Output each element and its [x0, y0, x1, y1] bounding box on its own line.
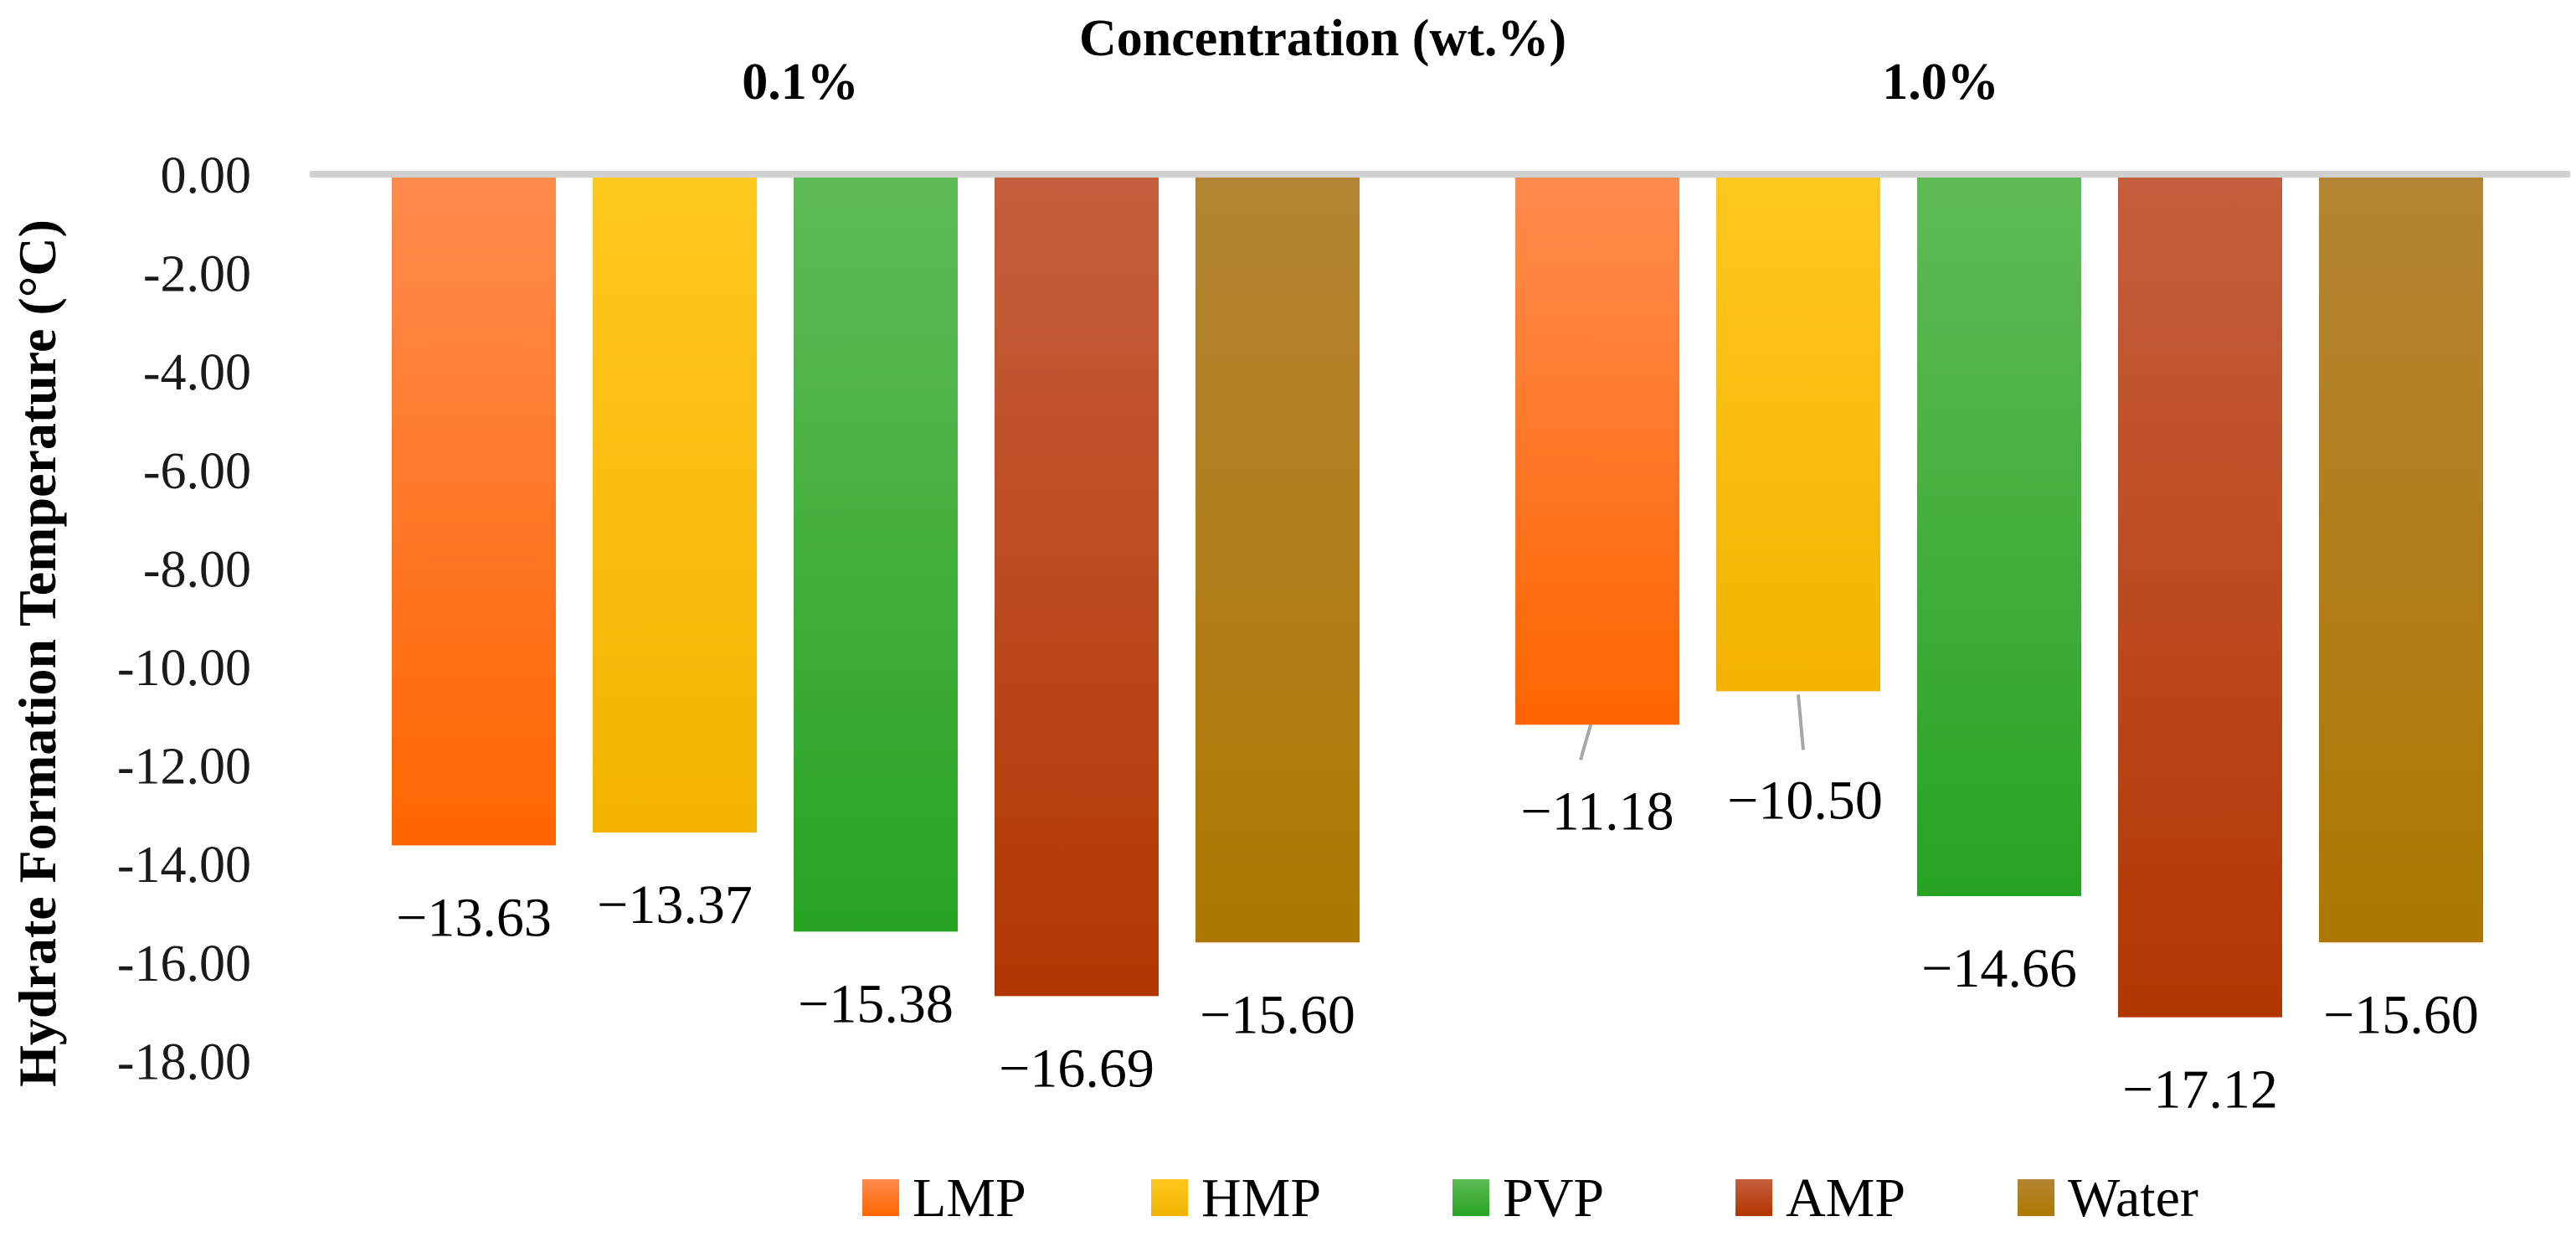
legend-swatch-hmp [1151, 1179, 1188, 1216]
bar-water-0-1pct [1195, 178, 1360, 943]
data-label: −17.12 [2122, 1059, 2278, 1121]
y-tick-label: -18.00 [117, 1033, 251, 1090]
data-label: −15.38 [798, 973, 954, 1034]
y-tick-label: -8.00 [143, 541, 251, 598]
legend-swatch-amp [1735, 1179, 1772, 1216]
data-label: −13.63 [396, 887, 552, 948]
legend-label-lmp: LMP [913, 1167, 1026, 1229]
data-label: −15.60 [2323, 984, 2479, 1045]
bar-lmp-0-1pct [392, 178, 556, 846]
y-tick-label: -12.00 [117, 739, 251, 796]
legend-swatch-lmp [862, 1179, 899, 1216]
data-label: −16.69 [999, 1038, 1154, 1099]
label-leader-line [1797, 694, 1805, 750]
legend-label-amp: AMP [1786, 1167, 1905, 1229]
legend-swatch-pvp [1453, 1179, 1489, 1216]
bar-water-1-0pct [2319, 178, 2483, 943]
bar-amp-0-1pct [995, 178, 1159, 997]
y-tick-label: -4.00 [143, 344, 251, 401]
data-label: −13.37 [597, 874, 753, 935]
label-leader-line [1579, 724, 1592, 760]
y-axis-label: Hydrate Formation Temperature (°C) [8, 219, 67, 1087]
bar-hmp-0-1pct [593, 178, 757, 833]
bar-pvp-0-1pct [794, 178, 958, 932]
y-tick-label: 0.00 [161, 147, 252, 204]
data-label: −14.66 [1921, 938, 2077, 999]
data-label: −15.60 [1200, 984, 1355, 1045]
category-label: 0.1% [742, 54, 859, 111]
bar-amp-1-0pct [2118, 178, 2282, 1018]
bar-pvp-1-0pct [1917, 178, 2081, 897]
y-tick-label: -2.00 [143, 246, 251, 303]
y-tick-label: -6.00 [143, 443, 251, 500]
category-label: 1.0% [1882, 54, 1999, 111]
legend-swatch-water [2018, 1179, 2054, 1216]
y-tick-label: -16.00 [117, 935, 251, 992]
legend-label-hmp: HMP [1201, 1167, 1321, 1229]
legend-label-pvp: PVP [1503, 1167, 1604, 1229]
y-tick-label: -10.00 [117, 640, 251, 697]
data-label: −10.50 [1727, 770, 1883, 831]
y-tick-label: -14.00 [117, 837, 251, 894]
data-label: −11.18 [1520, 781, 1674, 842]
legend-label-water: Water [2068, 1167, 2198, 1229]
chart-title: Concentration (wt.%) [1079, 10, 1566, 67]
bar-hmp-1-0pct [1716, 178, 1880, 692]
bar-lmp-1-0pct [1515, 178, 1679, 725]
